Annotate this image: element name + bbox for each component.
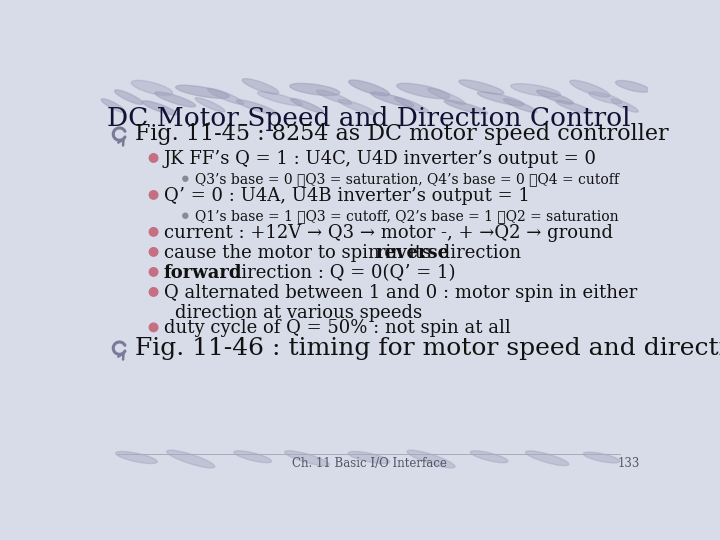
- Circle shape: [183, 176, 188, 181]
- Text: Q1’s base = 1 ∴Q3 = cutoff, Q2’s base = 1 ∴Q2 = saturation: Q1’s base = 1 ∴Q3 = cutoff, Q2’s base = …: [194, 209, 618, 222]
- Text: forward: forward: [163, 264, 242, 282]
- Ellipse shape: [284, 451, 329, 466]
- Text: Q’ = 0 : U4A, U4B inverter’s output = 1: Q’ = 0 : U4A, U4B inverter’s output = 1: [163, 187, 529, 205]
- Ellipse shape: [371, 92, 414, 107]
- Ellipse shape: [428, 88, 465, 105]
- Text: Q alternated between 1 and 0 : motor spin in either: Q alternated between 1 and 0 : motor spi…: [163, 284, 637, 302]
- Ellipse shape: [317, 90, 351, 104]
- Circle shape: [149, 288, 158, 296]
- Ellipse shape: [234, 451, 271, 463]
- Text: reverse: reverse: [375, 244, 449, 262]
- Ellipse shape: [289, 83, 340, 96]
- Circle shape: [149, 323, 158, 332]
- Ellipse shape: [459, 80, 504, 94]
- Text: current : +12V → Q3 → motor -, + →Q2 → ground: current : +12V → Q3 → motor -, + →Q2 → g…: [163, 224, 613, 242]
- Ellipse shape: [167, 450, 215, 468]
- Circle shape: [149, 154, 158, 162]
- Text: JK FF’s Q = 1 : U4C, U4D inverter’s output = 0: JK FF’s Q = 1 : U4C, U4D inverter’s outp…: [163, 150, 597, 168]
- Ellipse shape: [407, 450, 455, 468]
- Ellipse shape: [102, 99, 125, 112]
- Text: cause the motor to spin in its: cause the motor to spin in its: [163, 244, 436, 262]
- Ellipse shape: [236, 100, 277, 114]
- Ellipse shape: [570, 80, 610, 97]
- Ellipse shape: [116, 451, 158, 463]
- Ellipse shape: [536, 90, 573, 104]
- Ellipse shape: [477, 92, 524, 105]
- Ellipse shape: [503, 99, 537, 112]
- Text: Fig. 11-46 : timing for motor speed and direction: Fig. 11-46 : timing for motor speed and …: [135, 336, 720, 360]
- Ellipse shape: [616, 80, 649, 92]
- Ellipse shape: [338, 99, 377, 114]
- Ellipse shape: [195, 98, 225, 112]
- Text: direction: direction: [433, 244, 521, 262]
- Circle shape: [149, 248, 158, 256]
- Text: duty cycle of Q = 50% : not spin at all: duty cycle of Q = 50% : not spin at all: [163, 319, 510, 337]
- Ellipse shape: [589, 92, 622, 104]
- Ellipse shape: [526, 451, 569, 465]
- Ellipse shape: [155, 92, 196, 107]
- Ellipse shape: [611, 99, 638, 112]
- Text: 133: 133: [618, 457, 640, 470]
- Text: Q3’s base = 0 ∴Q3 = saturation, Q4’s base = 0 ∴Q4 = cutoff: Q3’s base = 0 ∴Q3 = saturation, Q4’s bas…: [194, 172, 618, 186]
- Text: DC Motor Speed and Direction Control: DC Motor Speed and Direction Control: [107, 106, 631, 131]
- Circle shape: [149, 191, 158, 199]
- Text: direction : Q = 0(Q’ = 1): direction : Q = 0(Q’ = 1): [225, 264, 456, 282]
- Ellipse shape: [395, 97, 429, 113]
- Ellipse shape: [143, 101, 177, 115]
- Ellipse shape: [114, 90, 143, 104]
- Ellipse shape: [207, 89, 243, 104]
- Ellipse shape: [444, 100, 487, 114]
- Ellipse shape: [470, 451, 508, 463]
- Ellipse shape: [257, 92, 302, 106]
- Ellipse shape: [348, 80, 390, 96]
- Ellipse shape: [348, 451, 390, 463]
- Ellipse shape: [510, 84, 560, 97]
- Ellipse shape: [242, 79, 279, 94]
- Ellipse shape: [397, 83, 450, 99]
- Circle shape: [183, 213, 188, 218]
- Text: Fig. 11-45 : 8254 as DC motor speed controller: Fig. 11-45 : 8254 as DC motor speed cont…: [135, 123, 669, 145]
- Text: Ch. 11 Basic I/O Interface: Ch. 11 Basic I/O Interface: [292, 457, 446, 470]
- Circle shape: [149, 268, 158, 276]
- Text: direction at various speeds: direction at various speeds: [175, 303, 423, 322]
- Ellipse shape: [131, 80, 173, 96]
- Circle shape: [149, 228, 158, 236]
- Ellipse shape: [176, 85, 229, 98]
- Ellipse shape: [556, 100, 593, 114]
- Ellipse shape: [583, 452, 620, 463]
- Ellipse shape: [291, 98, 323, 113]
